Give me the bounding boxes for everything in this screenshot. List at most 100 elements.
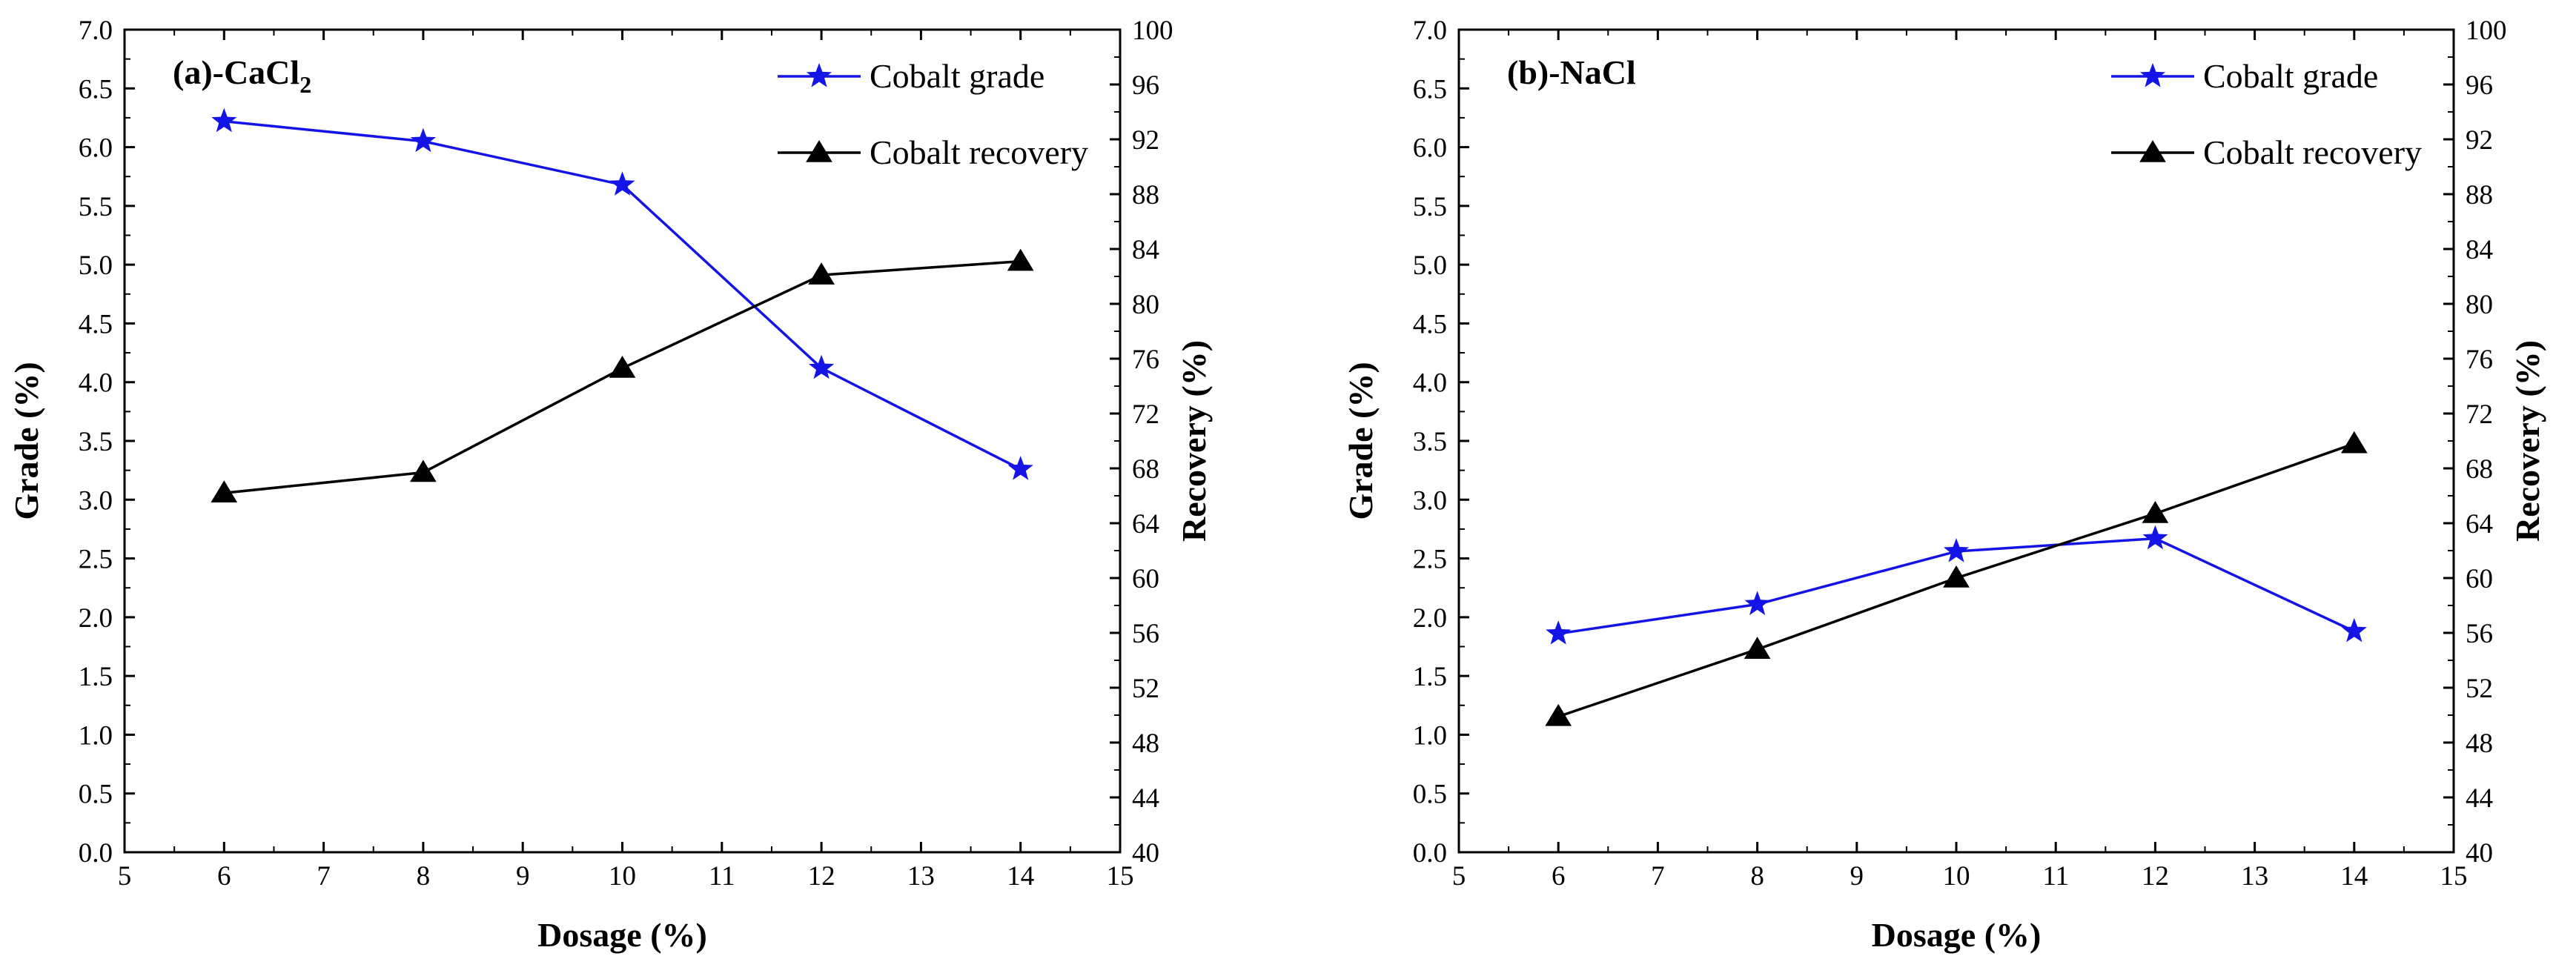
y-tick-label: 0.5 bbox=[79, 780, 113, 810]
legend-label: Cobalt grade bbox=[870, 57, 1044, 95]
panel-title: (b)-NaCl bbox=[1507, 53, 1636, 91]
y2-tick-label: 64 bbox=[1132, 509, 1159, 540]
x-tick-label: 6 bbox=[217, 861, 231, 892]
x-tick-label: 12 bbox=[808, 861, 835, 892]
y-tick-label: 4.5 bbox=[1413, 309, 1447, 339]
data-point-cobalt-recovery bbox=[808, 262, 835, 285]
y2-tick-label: 60 bbox=[2466, 564, 2493, 594]
chart-panel-a: 5 6 7 8 9 10 11 12 13 14 150.00.51.01.52.02.53.03.… bbox=[7, 16, 1213, 954]
x-tick-label: 15 bbox=[1107, 861, 1134, 892]
panel-title: (a)-CaCl2 bbox=[173, 53, 311, 98]
y-tick-label: 4.0 bbox=[1413, 368, 1447, 399]
y2-tick-label: 92 bbox=[2466, 125, 2493, 156]
y-tick-label: 0.0 bbox=[79, 838, 113, 869]
y-tick-label: 4.5 bbox=[79, 309, 113, 339]
y2-tick-label: 88 bbox=[1132, 180, 1159, 210]
legend-marker-triangle bbox=[806, 140, 832, 162]
x-tick-label: 8 bbox=[417, 861, 431, 892]
x-tick-label: 9 bbox=[1850, 861, 1864, 892]
legend-label: Cobalt recovery bbox=[870, 133, 1088, 171]
data-point-cobalt-grade bbox=[2341, 617, 2367, 643]
y-tick-label: 2.5 bbox=[79, 545, 113, 575]
y-tick-label: 0.0 bbox=[1413, 838, 1447, 869]
data-point-cobalt-recovery bbox=[609, 355, 636, 378]
legend-label: Cobalt recovery bbox=[2203, 133, 2422, 171]
y2-tick-label: 80 bbox=[1132, 290, 1159, 320]
legend-entry: Cobalt grade bbox=[778, 57, 1044, 95]
data-point-cobalt-grade bbox=[1744, 591, 1770, 615]
y-tick-label: 1.5 bbox=[79, 662, 113, 692]
x-tick-label: 14 bbox=[2340, 861, 2368, 892]
y-tick-label: 1.0 bbox=[79, 720, 113, 751]
y-tick-label: 5.0 bbox=[79, 250, 113, 281]
y-tick-label: 7.0 bbox=[79, 16, 113, 46]
y-tick-label: 5.0 bbox=[1413, 250, 1447, 281]
chart-panel-b: 5 6 7 8 9 10 11 12 13 14 150.00.51.01.52.02.53.03.… bbox=[1342, 16, 2546, 954]
legend-entry: Cobalt recovery bbox=[2111, 133, 2422, 171]
data-point-cobalt-grade bbox=[809, 354, 835, 379]
y2-tick-label: 96 bbox=[2466, 70, 2493, 101]
x-tick-label: 12 bbox=[2142, 861, 2169, 892]
y2-tick-label: 48 bbox=[2466, 728, 2493, 759]
y-tick-label: 2.0 bbox=[1413, 603, 1447, 634]
x-tick-label: 13 bbox=[907, 861, 935, 892]
x-tick-label: 5 bbox=[1452, 861, 1466, 892]
y-tick-label: 3.5 bbox=[79, 427, 113, 457]
x-tick-label: 10 bbox=[1943, 861, 1970, 892]
y2-tick-label: 92 bbox=[1132, 125, 1159, 156]
y2-tick-label: 56 bbox=[2466, 619, 2493, 649]
x-tick-label: 14 bbox=[1007, 861, 1034, 892]
data-point-cobalt-grade bbox=[410, 127, 436, 153]
y2-tick-label: 44 bbox=[1132, 783, 1159, 814]
x-axis-title: Dosage (%) bbox=[537, 916, 707, 954]
x-axis-title: Dosage (%) bbox=[1872, 916, 2042, 954]
y2-tick-label: 44 bbox=[2466, 783, 2493, 814]
y-tick-label: 1.5 bbox=[1413, 662, 1447, 692]
data-point-cobalt-recovery bbox=[1545, 703, 1572, 726]
data-point-cobalt-recovery bbox=[1744, 637, 1771, 659]
y-tick-label: 2.0 bbox=[79, 603, 113, 634]
y2-tick-label: 64 bbox=[2466, 509, 2493, 540]
x-tick-label: 13 bbox=[2241, 861, 2268, 892]
y2-tick-label: 72 bbox=[1132, 399, 1159, 430]
data-point-cobalt-grade bbox=[609, 171, 635, 196]
y-tick-label: 4.0 bbox=[79, 368, 113, 399]
data-point-cobalt-recovery bbox=[211, 480, 238, 503]
y-tick-label: 6.5 bbox=[79, 74, 113, 104]
y2-axis-title: Recovery (%) bbox=[2509, 340, 2546, 542]
y2-tick-label: 76 bbox=[1132, 345, 1159, 375]
y-tick-label: 5.5 bbox=[79, 192, 113, 222]
y2-tick-label: 68 bbox=[1132, 454, 1159, 485]
data-point-cobalt-recovery bbox=[2340, 431, 2368, 454]
y-tick-label: 6.5 bbox=[1413, 74, 1447, 104]
y2-tick-label: 40 bbox=[1132, 838, 1159, 869]
y-tick-label: 3.5 bbox=[1413, 427, 1447, 457]
legend-marker-triangle bbox=[2139, 140, 2166, 162]
data-point-cobalt-grade bbox=[2142, 525, 2168, 550]
legend-label: Cobalt grade bbox=[2203, 57, 2378, 95]
data-point-cobalt-recovery bbox=[2142, 501, 2169, 523]
y2-tick-label: 96 bbox=[1132, 70, 1159, 101]
y2-tick-label: 84 bbox=[2466, 235, 2493, 265]
x-tick-label: 7 bbox=[317, 861, 331, 892]
data-point-cobalt-grade bbox=[211, 107, 237, 133]
x-tick-label: 6 bbox=[1552, 861, 1566, 892]
y-tick-label: 5.5 bbox=[1413, 192, 1447, 222]
y2-tick-label: 88 bbox=[2466, 180, 2493, 210]
y-tick-label: 3.0 bbox=[79, 485, 113, 516]
y2-tick-label: 76 bbox=[2466, 345, 2493, 375]
data-point-cobalt-grade bbox=[1546, 620, 1572, 645]
y-tick-label: 0.5 bbox=[1413, 780, 1447, 810]
panel-title-subscript: 2 bbox=[299, 71, 311, 98]
data-point-cobalt-recovery bbox=[1943, 565, 1970, 588]
x-tick-label: 8 bbox=[1750, 861, 1764, 892]
y-tick-label: 6.0 bbox=[1413, 133, 1447, 164]
data-point-cobalt-recovery bbox=[1007, 248, 1034, 271]
y2-axis-title: Recovery (%) bbox=[1175, 340, 1213, 542]
x-tick-label: 11 bbox=[2042, 861, 2069, 892]
legend-marker-star bbox=[806, 63, 832, 87]
y2-tick-label: 84 bbox=[1132, 235, 1159, 265]
y2-tick-label: 52 bbox=[2466, 674, 2493, 704]
y-tick-label: 7.0 bbox=[1413, 16, 1447, 46]
y2-tick-label: 48 bbox=[1132, 728, 1159, 759]
